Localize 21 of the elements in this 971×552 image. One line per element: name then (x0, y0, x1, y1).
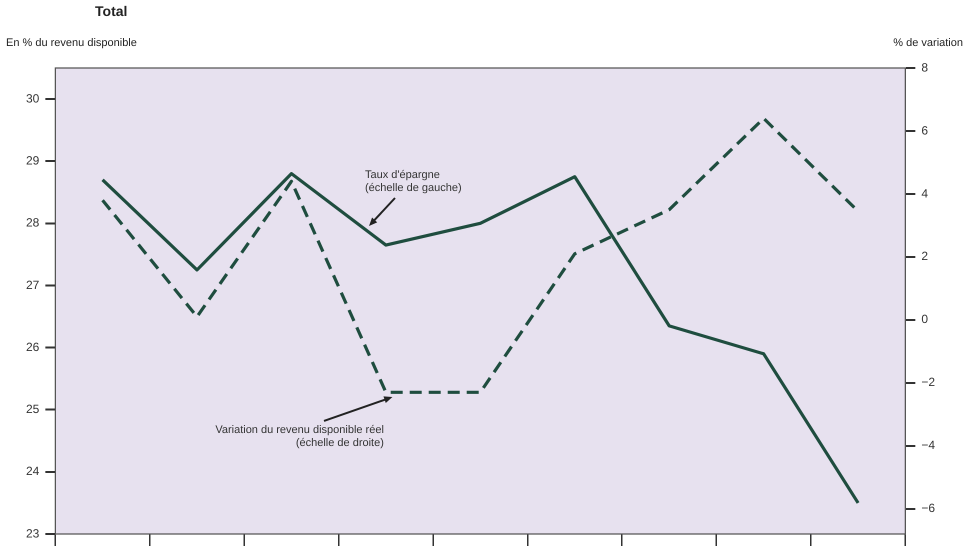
y-tick-label: 23 (26, 526, 40, 540)
y2-tick-label: 0 (921, 312, 928, 326)
y2-tick-label: −2 (921, 375, 936, 390)
y-tick-label: 29 (26, 154, 40, 168)
y2-tick-label: −4 (921, 438, 936, 452)
annotation: Variation du revenu disponible réel (échelle de droite) (215, 424, 384, 450)
y2-tick-label: 2 (921, 249, 928, 264)
annotation: Taux d'épargne (échelle de gauche) (365, 168, 462, 195)
y-axis-title: En % du revenu disponible (6, 37, 137, 49)
chart-title: Total (95, 3, 128, 19)
y-tick-label: 28 (26, 216, 40, 230)
y2-tick-label: 4 (921, 186, 928, 200)
y2-tick-label: −6 (921, 501, 936, 516)
y-tick-label: 25 (26, 402, 40, 416)
y2-tick-label: 6 (921, 123, 928, 138)
y-tick-label: 27 (26, 278, 40, 292)
y2-axis-title: % de variation (893, 37, 963, 49)
y-tick-label: 30 (26, 91, 40, 106)
y2-tick-label: 8 (921, 60, 928, 74)
y-tick-label: 24 (26, 464, 40, 478)
y-tick-label: 26 (26, 340, 40, 354)
